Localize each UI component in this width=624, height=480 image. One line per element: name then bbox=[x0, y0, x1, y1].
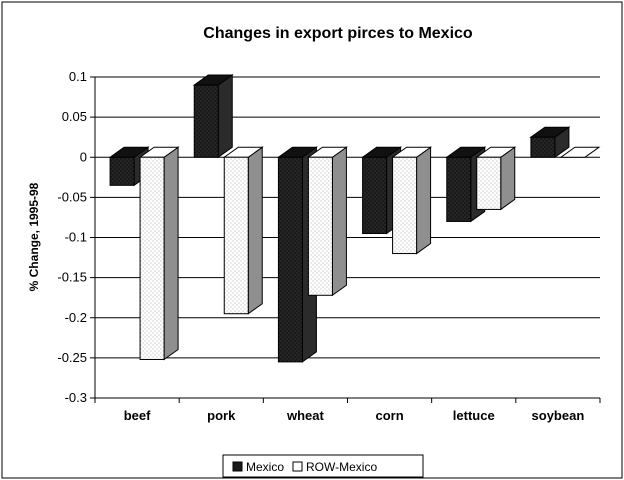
legend: Mexico ROW-Mexico bbox=[222, 454, 424, 478]
bar-row-mexico bbox=[559, 146, 601, 158]
y-tick-label: -0.3 bbox=[65, 390, 87, 405]
y-tick-label: -0.05 bbox=[57, 189, 87, 204]
y-tick-label: -0.2 bbox=[65, 310, 87, 325]
legend-label: ROW-Mexico bbox=[306, 460, 377, 474]
bar-row-mexico bbox=[222, 146, 264, 315]
bars bbox=[108, 74, 601, 363]
bar-row-mexico bbox=[306, 146, 348, 297]
y-axis-label: % Change, 1995-98 bbox=[27, 182, 41, 291]
category-label: lettuce bbox=[453, 408, 495, 423]
category-label: soybean bbox=[532, 408, 585, 423]
bar-row-mexico bbox=[138, 146, 180, 361]
legend-box bbox=[222, 454, 424, 478]
y-tick-label: -0.25 bbox=[57, 350, 87, 365]
legend-label: Mexico bbox=[246, 460, 284, 474]
y-tick-label: -0.15 bbox=[57, 270, 87, 285]
bar-row-mexico bbox=[475, 146, 517, 211]
axes: 0.1 0.05 0 -0.05 -0.1 -0.15 -0.2 -0.25 -0.3 beef p… bbox=[57, 69, 601, 423]
chart-title: Changes in export pirces to Mexico bbox=[203, 25, 473, 42]
bar-mexico bbox=[529, 126, 571, 159]
y-tick-label: -0.1 bbox=[65, 230, 87, 245]
bar-row-mexico bbox=[391, 146, 433, 255]
y-tick-label: 0 bbox=[80, 149, 87, 164]
category-label: pork bbox=[207, 408, 236, 423]
y-tick-label: 0.05 bbox=[62, 109, 87, 124]
y-tick-label: 0.1 bbox=[69, 69, 87, 84]
category-label: wheat bbox=[286, 408, 325, 423]
category-label: corn bbox=[375, 408, 403, 423]
legend-swatch bbox=[292, 461, 303, 472]
bar-mexico bbox=[192, 74, 234, 159]
category-label: beef bbox=[124, 408, 151, 423]
legend-swatch bbox=[232, 461, 243, 472]
